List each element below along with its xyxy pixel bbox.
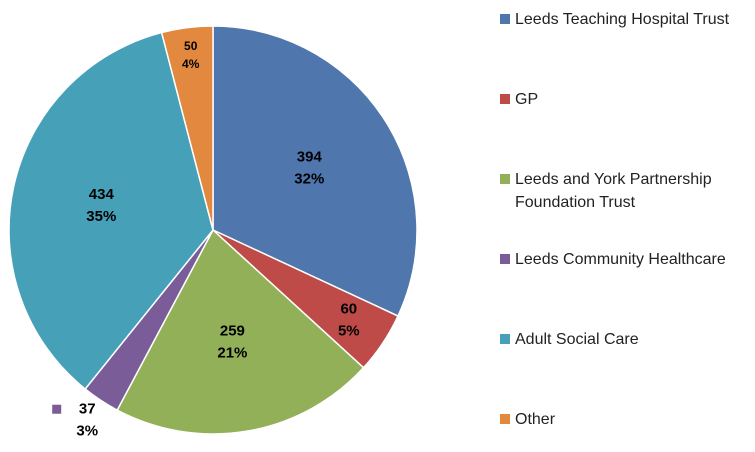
value-label: 60 <box>340 301 357 318</box>
legend-label: Other <box>515 411 556 428</box>
legend-swatch <box>500 174 510 184</box>
legend-item: Adult Social Care <box>500 328 750 351</box>
percent-label: 21% <box>217 345 247 362</box>
pie-slice <box>116 228 365 435</box>
legend-item: Other <box>500 408 750 431</box>
legend-item: Leeds Community Healthcare <box>500 248 750 271</box>
value-label: 394 <box>297 149 323 166</box>
legend-swatch <box>500 14 510 24</box>
pie-slice <box>160 25 214 231</box>
legend-swatch <box>500 334 510 344</box>
legend-swatch <box>500 254 510 264</box>
value-label: 259 <box>220 323 245 340</box>
percent-label: 32% <box>294 171 324 188</box>
percent-label: 5% <box>338 323 360 340</box>
legend-item: Leeds and York Partnership Foundation Tr… <box>500 168 750 214</box>
percent-label: 35% <box>86 208 116 225</box>
legend-swatch <box>500 94 510 104</box>
legend-label: Leeds Community Healthcare <box>515 251 726 268</box>
legend-item: Leeds Teaching Hospital Trust <box>500 8 750 31</box>
value-label: 434 <box>89 186 115 203</box>
value-label: 37 <box>79 401 96 418</box>
legend-swatch <box>500 414 510 424</box>
pie-slice <box>212 25 418 318</box>
value-label: 50 <box>184 39 198 53</box>
label-key <box>52 404 62 414</box>
percent-label: 4% <box>182 57 200 71</box>
percent-label: 3% <box>76 423 98 440</box>
legend-label: GP <box>515 91 539 108</box>
legend-label: Leeds and York Partnership Foundation Tr… <box>515 171 712 211</box>
pie-area: 394 32% 60 5% 259 21% 37 3% 434 35% 50 4% <box>8 25 418 440</box>
legend: Leeds Teaching Hospital Trust GP Leeds and… <box>500 0 752 452</box>
legend-label: Adult Social Care <box>515 331 639 348</box>
legend-item: GP <box>500 88 750 111</box>
pie-slice <box>8 31 214 391</box>
legend-label: Leeds Teaching Hospital Trust <box>515 11 730 28</box>
